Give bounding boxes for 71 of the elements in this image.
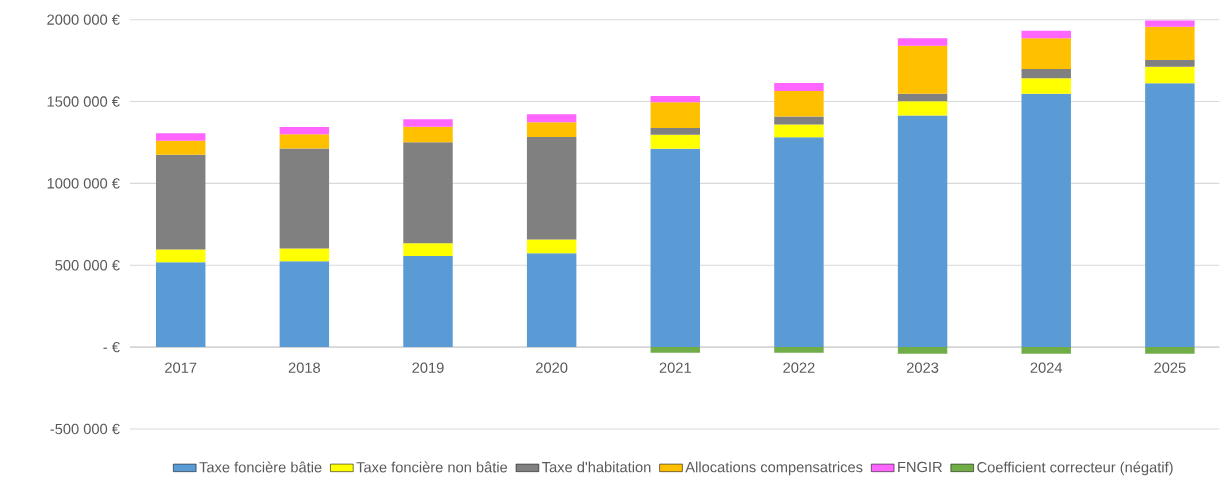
bar	[650, 134, 701, 149]
bar	[897, 38, 948, 46]
bar	[403, 255, 453, 348]
x-tick-label: 2017	[165, 362, 197, 373]
bar	[1145, 26, 1195, 61]
x-tick-label: 2025	[1154, 362, 1186, 373]
bar	[155, 133, 206, 141]
bar	[155, 140, 206, 155]
bar	[1021, 38, 1071, 70]
bar	[403, 119, 453, 127]
bar	[526, 136, 577, 240]
x-tick-label: 2018	[288, 362, 321, 373]
bar	[774, 347, 824, 353]
bar	[1021, 347, 1071, 354]
bar	[650, 102, 701, 129]
bar	[1021, 30, 1071, 39]
bar	[650, 347, 701, 353]
bar	[526, 253, 577, 348]
bar	[774, 90, 824, 117]
bar	[897, 347, 948, 354]
bar	[897, 45, 948, 94]
bar	[650, 95, 701, 103]
y-tick-label: 2000 000 €	[47, 14, 120, 25]
bar	[897, 115, 948, 348]
bar	[279, 148, 330, 249]
bar	[1145, 66, 1195, 84]
legend-label: Taxe foncière non bâtie	[356, 461, 508, 473]
bar	[155, 154, 206, 250]
x-tick-label: 2024	[1030, 362, 1063, 373]
y-tick-label: -500 000 €	[50, 423, 120, 435]
bar	[1145, 347, 1195, 354]
y-tick-label: 500 000 €	[55, 260, 120, 271]
legend-label: Coefficient correcteur (négatif)	[977, 461, 1173, 476]
bar	[279, 248, 330, 262]
bar	[774, 124, 824, 138]
bar	[526, 239, 577, 254]
bar	[774, 137, 824, 348]
bar	[526, 114, 577, 123]
y-tick-label: 1500 000 €	[47, 96, 120, 107]
bar	[279, 126, 330, 135]
bar	[403, 126, 453, 143]
bar	[279, 261, 330, 348]
bar	[1021, 93, 1071, 348]
bar	[1021, 69, 1071, 79]
x-tick-label: 2023	[906, 362, 939, 373]
x-tick-label: 2021	[659, 362, 691, 373]
bar	[650, 148, 701, 348]
legend-label: FNGIR	[898, 461, 942, 473]
legend-label: Taxe d'habitation	[542, 461, 651, 473]
bar	[403, 243, 453, 256]
x-tick-label: 2022	[783, 362, 815, 373]
bar	[774, 83, 824, 91]
bar	[403, 142, 453, 244]
y-tick-label: - €	[103, 341, 120, 353]
bar	[774, 116, 824, 125]
x-tick-label: 2019	[412, 362, 444, 373]
x-tick-label: 2020	[536, 362, 568, 373]
bar	[155, 249, 206, 263]
legend-label: Allocations compensatrices	[685, 461, 863, 476]
bar	[1021, 78, 1071, 94]
bar	[1145, 20, 1195, 27]
bar	[897, 101, 948, 116]
bar	[897, 93, 948, 102]
bar	[650, 128, 701, 135]
bar	[1145, 60, 1195, 67]
y-tick-label: 1000 000 €	[47, 178, 120, 189]
bar	[279, 134, 330, 149]
bar	[526, 122, 577, 137]
bar	[1145, 83, 1195, 348]
legend-label: Taxe foncière bâtie	[199, 461, 322, 473]
bar	[155, 262, 206, 348]
